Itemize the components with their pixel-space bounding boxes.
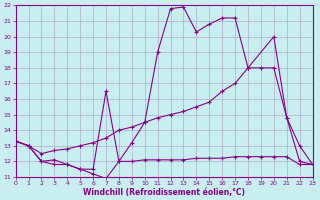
X-axis label: Windchill (Refroidissement éolien,°C): Windchill (Refroidissement éolien,°C) (83, 188, 245, 197)
